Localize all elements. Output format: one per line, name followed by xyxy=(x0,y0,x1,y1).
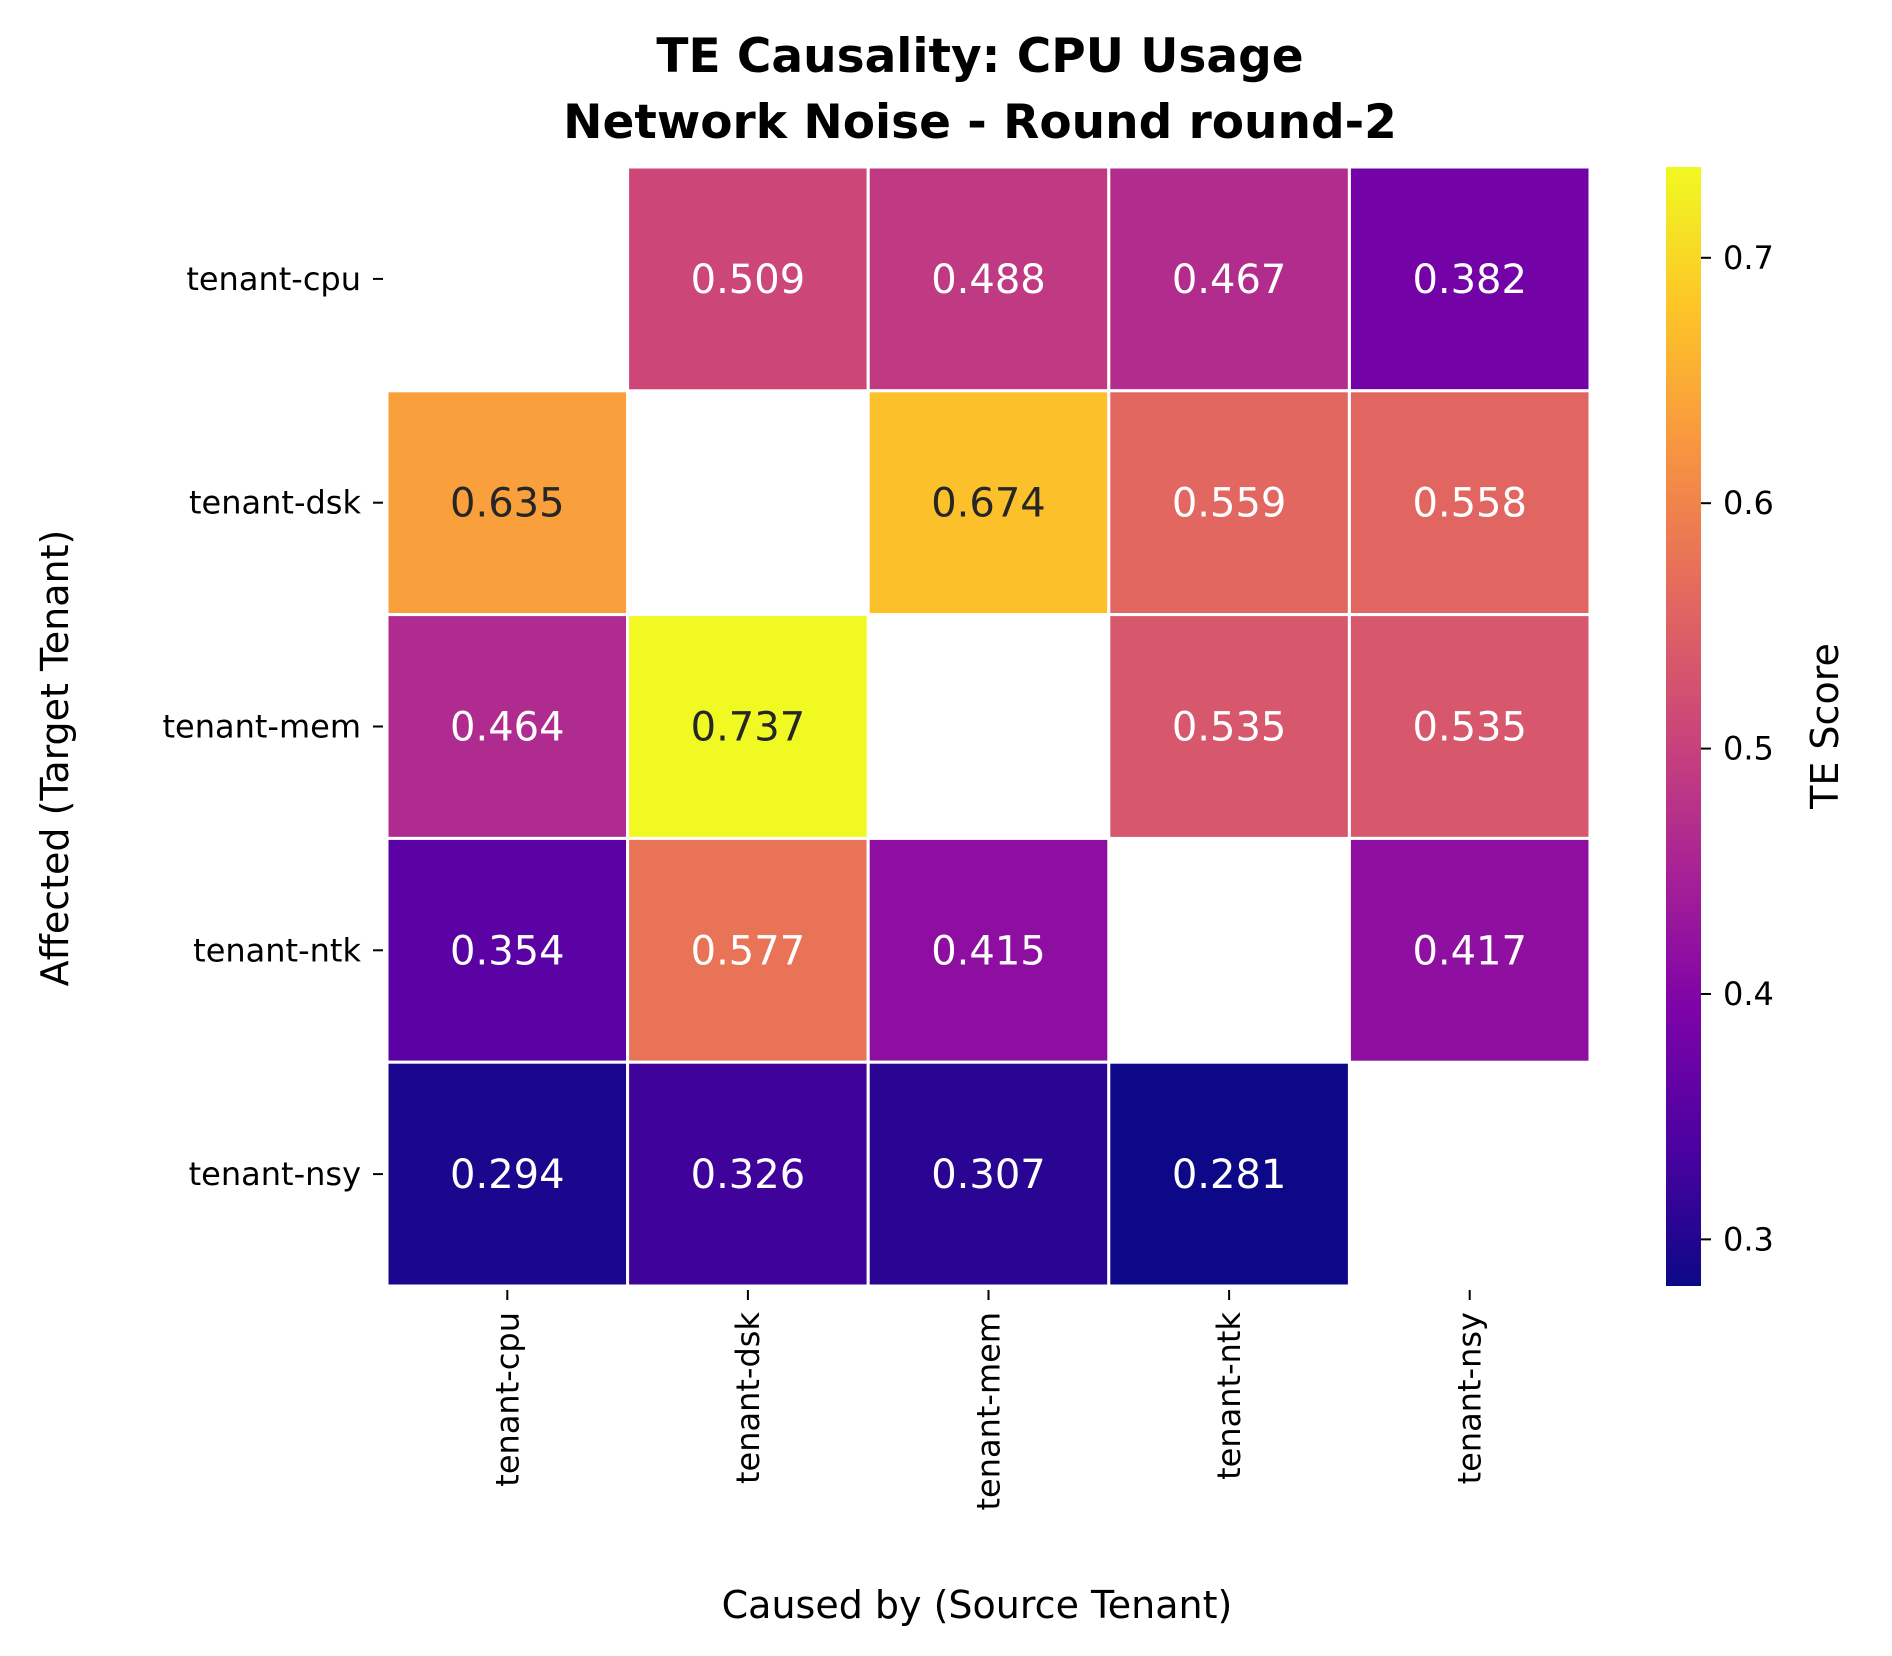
cell-value-label: 0.326 xyxy=(691,1152,806,1198)
heatmap-cells: 0.509 0.488 0.467 0.382 0.635 0.674 0.559 0.558… xyxy=(385,165,1592,1288)
cell-value-label: 0.674 xyxy=(931,481,1046,527)
heatmap-cell xyxy=(1347,613,1592,840)
x-tick-label: tenant-ntk xyxy=(1210,1312,1248,1480)
heatmap-cell xyxy=(626,613,870,840)
y-axis-label: Affected (Target Tenant) xyxy=(33,530,77,987)
y-axis-ticks: tenant-cpu tenant-dsk tenant-mem tenant-ntk… xyxy=(162,260,383,1193)
y-tick-label: tenant-nsy xyxy=(189,1155,361,1193)
chart-title-line-2: Network Noise - Round round-2 xyxy=(563,95,1397,150)
cell-value-label: 0.577 xyxy=(691,928,806,974)
cell-value-label: 0.535 xyxy=(1412,705,1527,751)
colorbar xyxy=(1666,167,1701,1286)
cell-value-label: 0.281 xyxy=(1172,1152,1287,1198)
heatmap-cell xyxy=(1347,836,1592,1064)
heatmap-cell xyxy=(385,1060,630,1288)
cell-value-label: 0.307 xyxy=(931,1152,1046,1198)
y-tick-label: tenant-cpu xyxy=(186,260,361,298)
cell-value-label: 0.509 xyxy=(691,257,806,303)
heatmap-cell xyxy=(1107,1060,1351,1288)
cell-value-label: 0.558 xyxy=(1412,481,1527,527)
heatmap-cell xyxy=(385,389,630,617)
colorbar-tick-label: 0.5 xyxy=(1723,730,1774,768)
x-tick-label: tenant-nsy xyxy=(1451,1312,1489,1484)
cell-value-label: 0.464 xyxy=(450,705,565,751)
chart-title-line-1: TE Causality: CPU Usage xyxy=(656,29,1303,84)
y-tick-label: tenant-mem xyxy=(162,708,361,746)
heatmap-cell xyxy=(1347,165,1592,393)
heatmap-cell xyxy=(1107,165,1351,393)
heatmap-cell xyxy=(626,836,870,1064)
colorbar-label: TE Score xyxy=(1803,643,1847,810)
colorbar-tick-label: 0.7 xyxy=(1723,239,1774,277)
cell-value-label: 0.467 xyxy=(1172,257,1287,303)
cell-value-label: 0.535 xyxy=(1172,705,1287,751)
colorbar-ticks: 0.3 0.4 0.5 0.6 0.7 xyxy=(1701,239,1774,1258)
x-axis-label: Caused by (Source Tenant) xyxy=(722,1583,1233,1627)
heatmap-cell xyxy=(626,1060,870,1288)
cell-value-label: 0.294 xyxy=(450,1152,565,1198)
cell-value-label: 0.415 xyxy=(931,928,1046,974)
heatmap-cell xyxy=(866,165,1111,393)
y-tick-label: tenant-dsk xyxy=(189,484,361,522)
cell-value-label: 0.354 xyxy=(450,928,565,974)
heatmap-cell xyxy=(866,836,1111,1064)
heatmap-cell xyxy=(1347,389,1592,617)
x-tick-label: tenant-mem xyxy=(970,1312,1008,1511)
x-tick-label: tenant-dsk xyxy=(729,1312,767,1484)
cell-value-label: 0.635 xyxy=(450,481,565,527)
cell-value-label: 0.382 xyxy=(1412,257,1527,303)
cell-value-label: 0.559 xyxy=(1172,481,1287,527)
cell-value-label: 0.737 xyxy=(691,705,806,751)
x-axis-ticks: tenant-cpu tenant-dsk tenant-mem tenant-ntk… xyxy=(488,1290,1489,1511)
heatmap-cell xyxy=(385,836,630,1064)
cell-value-label: 0.488 xyxy=(931,257,1046,303)
y-tick-label: tenant-ntk xyxy=(193,931,361,969)
cell-value-label: 0.417 xyxy=(1412,928,1527,974)
heatmap-cell xyxy=(626,165,870,393)
heatmap-cell xyxy=(866,1060,1111,1288)
colorbar-tick-label: 0.3 xyxy=(1723,1220,1774,1258)
colorbar-tick-label: 0.4 xyxy=(1723,975,1774,1013)
heatmap-cell xyxy=(866,389,1111,617)
x-tick-label: tenant-cpu xyxy=(488,1312,526,1487)
colorbar-tick-label: 0.6 xyxy=(1723,484,1774,522)
